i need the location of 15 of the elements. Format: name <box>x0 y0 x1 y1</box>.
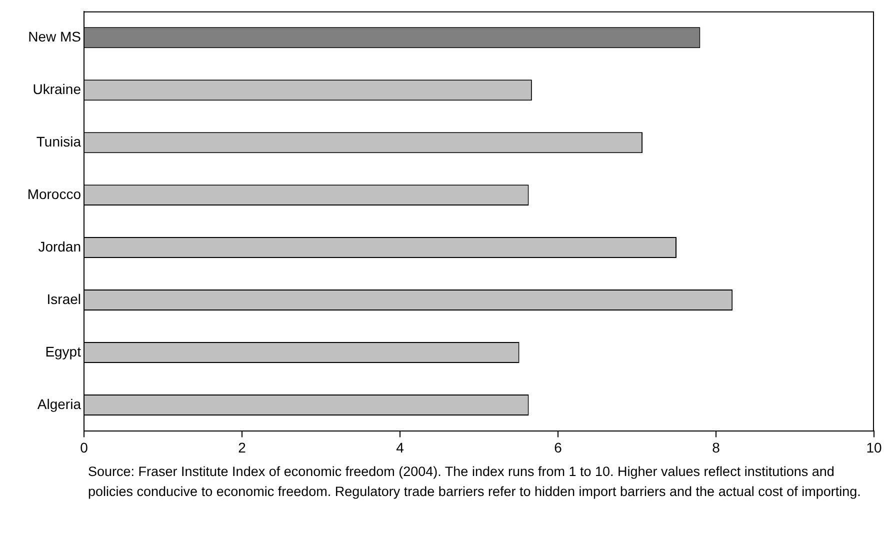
y-tick-label: Tunisia <box>36 133 82 150</box>
y-tick-label: Algeria <box>37 396 82 412</box>
y-tick-label: Jordan <box>38 238 81 254</box>
y-tick-label: Morocco <box>27 186 82 202</box>
x-tick-label: 10 <box>866 439 882 456</box>
y-tick-label: Israel <box>46 290 81 307</box>
x-tick-label: 0 <box>80 439 88 456</box>
y-tick-label: Egypt <box>45 343 82 360</box>
x-tick-label: 2 <box>238 439 246 456</box>
y-tick-label: New MS <box>28 28 81 44</box>
y-tick-label: Ukraine <box>32 80 82 97</box>
source-note: Source: Fraser Institute Index of economic freedom (2004). The index runs from 1 to 10. Higher values reflect institutions and policies conducive to economic freedom. Regulatory trade barriers refer to hidden import barriers and the actual cost of importing. <box>88 463 862 501</box>
x-tick-label: 4 <box>396 439 404 456</box>
x-tick-label: 8 <box>712 439 720 456</box>
x-tick-label: 6 <box>554 439 562 456</box>
